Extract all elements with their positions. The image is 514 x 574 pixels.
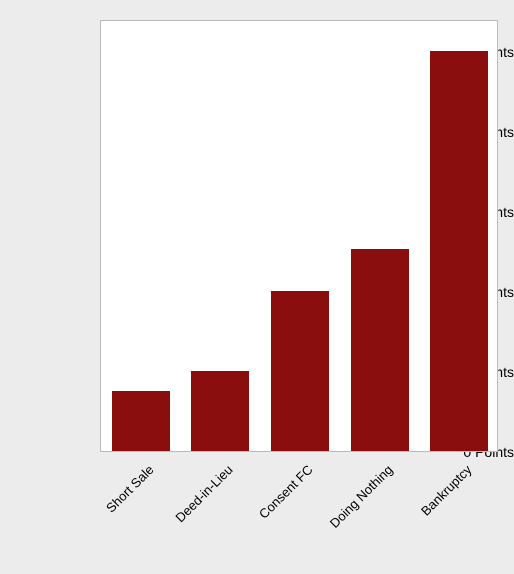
bar — [430, 51, 488, 451]
x-tick-label: Doing Nothing — [385, 462, 396, 473]
plot-area — [100, 20, 498, 452]
bar — [112, 391, 170, 451]
x-tick-label: Bankruptcy — [464, 462, 475, 473]
bar — [351, 249, 409, 451]
bar-chart: 0 Points100 Points200 Points300 Points40… — [0, 0, 514, 574]
bar — [191, 371, 249, 451]
x-tick-label: Consent FC — [305, 462, 316, 473]
bar — [271, 291, 329, 451]
x-tick-label: Deed-in-Lieu — [225, 462, 236, 473]
x-tick-label: Short Sale — [146, 462, 157, 473]
